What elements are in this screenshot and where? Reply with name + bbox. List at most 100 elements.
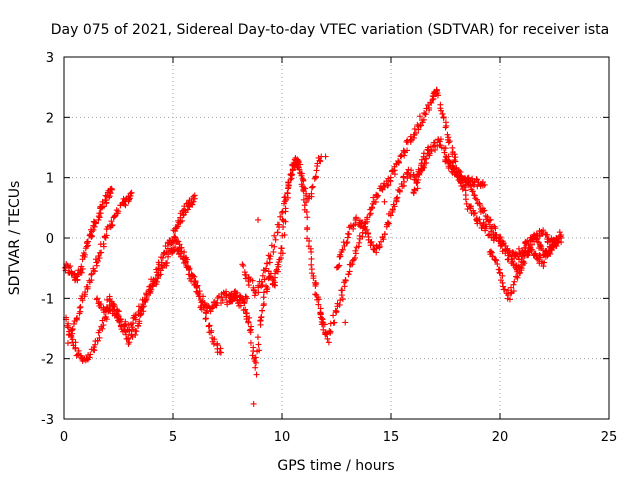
data-point xyxy=(126,195,133,202)
data-point xyxy=(384,219,391,226)
data-point xyxy=(263,260,270,267)
data-point xyxy=(148,286,155,293)
data-point xyxy=(434,92,441,99)
data-point xyxy=(363,226,370,233)
data-point xyxy=(233,289,240,296)
data-point xyxy=(84,238,91,245)
data-point xyxy=(109,221,116,228)
data-point xyxy=(128,189,135,196)
data-point xyxy=(405,166,412,173)
data-point xyxy=(408,167,415,174)
x-tick-label: 15 xyxy=(383,430,400,445)
data-point xyxy=(207,308,214,315)
data-point xyxy=(100,203,107,210)
data-point xyxy=(425,147,432,154)
data-point xyxy=(132,327,139,334)
y-tick-label: 3 xyxy=(46,51,54,66)
data-point xyxy=(535,239,542,246)
data-point xyxy=(389,207,396,214)
data-point xyxy=(327,320,334,327)
data-point xyxy=(72,339,79,346)
data-point xyxy=(298,172,305,179)
data-point xyxy=(398,153,405,160)
data-point xyxy=(259,307,266,314)
data-point xyxy=(139,301,146,308)
data-point xyxy=(456,167,463,174)
data-point xyxy=(100,243,107,250)
data-point xyxy=(261,276,268,283)
data-point xyxy=(476,216,483,223)
data-point xyxy=(440,114,447,121)
x-tick-label: 20 xyxy=(492,430,509,445)
data-point xyxy=(373,249,380,256)
data-point xyxy=(373,243,380,250)
data-point xyxy=(331,319,338,326)
data-point xyxy=(395,159,402,166)
data-point xyxy=(428,148,435,155)
data-point xyxy=(478,224,485,231)
data-point xyxy=(135,311,142,318)
data-point xyxy=(337,253,344,260)
data-point xyxy=(487,216,494,223)
data-point xyxy=(143,294,150,301)
data-point xyxy=(293,160,300,167)
data-point xyxy=(315,296,322,303)
data-point xyxy=(492,225,499,232)
data-point xyxy=(486,221,493,228)
data-point xyxy=(274,229,281,236)
data-point xyxy=(356,232,363,239)
data-point xyxy=(260,300,267,307)
data-point xyxy=(258,314,265,321)
data-point xyxy=(278,245,285,252)
axis-ticks xyxy=(63,56,610,420)
data-point xyxy=(343,240,350,247)
data-point xyxy=(258,283,265,290)
data-point xyxy=(400,173,407,180)
data-point xyxy=(511,278,518,285)
y-tick-label: 1 xyxy=(46,172,54,187)
data-point xyxy=(147,290,154,297)
data-point xyxy=(506,296,513,303)
data-point xyxy=(352,250,359,257)
data-point xyxy=(558,231,565,238)
data-point xyxy=(303,209,310,216)
data-point xyxy=(352,221,359,228)
data-point xyxy=(515,245,522,252)
data-point xyxy=(436,138,443,145)
data-point xyxy=(77,352,84,359)
data-point xyxy=(195,291,202,298)
data-point xyxy=(362,223,369,230)
data-point xyxy=(422,156,429,163)
data-point xyxy=(330,312,337,319)
data-point xyxy=(250,400,257,407)
data-point xyxy=(241,299,248,306)
data-point xyxy=(441,149,448,156)
data-point xyxy=(308,255,315,262)
data-point xyxy=(481,181,488,188)
data-point xyxy=(389,168,396,175)
data-point xyxy=(96,255,103,262)
data-point xyxy=(308,261,315,268)
data-point xyxy=(288,175,295,182)
data-point xyxy=(416,113,423,120)
data-point xyxy=(319,316,326,323)
data-point xyxy=(494,261,501,268)
data-point xyxy=(439,110,446,117)
data-point xyxy=(555,239,562,246)
data-point xyxy=(247,329,254,336)
data-point xyxy=(252,364,259,371)
data-point xyxy=(172,234,179,241)
data-point xyxy=(411,186,418,193)
data-point xyxy=(107,190,114,197)
data-point xyxy=(367,210,374,217)
data-point xyxy=(308,184,315,191)
data-point xyxy=(306,237,313,244)
data-point xyxy=(289,171,296,178)
data-point xyxy=(401,178,408,185)
data-point xyxy=(315,301,322,308)
data-point xyxy=(282,194,289,201)
data-point xyxy=(255,341,262,348)
data-point xyxy=(130,320,137,327)
data-point xyxy=(217,349,224,356)
data-point xyxy=(193,284,200,291)
